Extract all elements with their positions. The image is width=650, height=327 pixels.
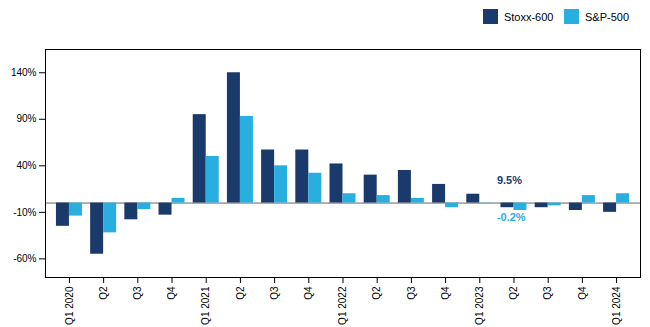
- svg-text:-60%: -60%: [13, 253, 36, 264]
- svg-text:Q2: Q2: [371, 286, 382, 300]
- svg-text:Q3: Q3: [406, 286, 417, 300]
- svg-text:Q3: Q3: [269, 286, 280, 300]
- svg-text:140%: 140%: [11, 66, 37, 77]
- svg-text:Q1 2024: Q1 2024: [611, 286, 622, 325]
- html-text:S&P-500: S&P-500: [585, 10, 629, 23]
- svg-text:40%: 40%: [16, 160, 36, 171]
- svg-text:Q1 2022: Q1 2022: [337, 286, 348, 325]
- svg-text:Q2: Q2: [235, 286, 246, 300]
- svg-text:-0.2%: -0.2%: [497, 211, 526, 223]
- svg-text:Q4: Q4: [303, 286, 314, 300]
- svg-text:9.5%: 9.5%: [497, 174, 522, 186]
- svg-text:Q2: Q2: [98, 286, 109, 300]
- svg-text:-10%: -10%: [13, 206, 36, 217]
- svg-text:Q1 2020: Q1 2020: [64, 286, 75, 325]
- html-text:Stoxx-600: Stoxx-600: [503, 10, 554, 23]
- svg-text:Q3: Q3: [132, 286, 143, 300]
- svg-text:Q3: Q3: [542, 286, 553, 300]
- svg-text:Q1 2023: Q1 2023: [474, 286, 485, 325]
- svg-text:Q1 2021: Q1 2021: [200, 286, 211, 325]
- svg-text:90%: 90%: [16, 113, 36, 124]
- svg-text:Q4: Q4: [440, 286, 451, 300]
- svg-text:Q4: Q4: [577, 286, 588, 300]
- svg-text:Q4: Q4: [166, 286, 177, 300]
- svg-text:Q2: Q2: [508, 286, 519, 300]
